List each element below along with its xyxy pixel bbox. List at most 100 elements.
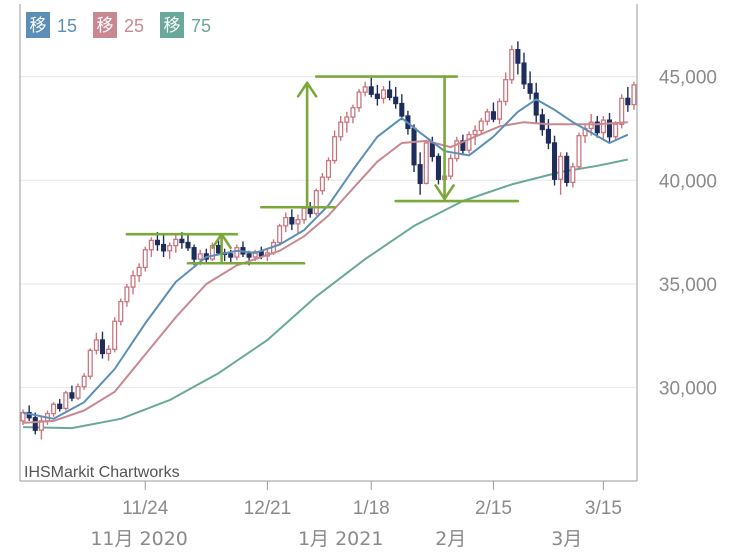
candle-body-down: [564, 155, 570, 184]
candle-body-down: [521, 62, 527, 85]
chart-credit: IHSMarkit Chartworks: [24, 464, 180, 481]
x-tick-label: 1/18: [353, 498, 390, 519]
candle: [203, 248, 209, 263]
candle-body-up: [478, 120, 484, 132]
candle-body-up: [148, 239, 154, 251]
legend-swatch: [160, 12, 184, 38]
candle-layer: [20, 41, 637, 440]
candle-body-down: [154, 239, 160, 246]
candle-body-up: [283, 216, 289, 227]
candle-body-down: [228, 253, 234, 258]
legend-item-ma75[interactable]: 移 75: [160, 12, 211, 38]
candle-body-up: [509, 48, 515, 81]
candle-body-down: [69, 392, 75, 399]
legend-period: 75: [191, 16, 211, 36]
candle-body-up: [173, 238, 179, 247]
ma15-line: [22, 98, 629, 420]
candle-body-up: [350, 107, 356, 118]
candle: [460, 134, 466, 156]
candle: [191, 244, 197, 266]
candle-body-down: [161, 243, 167, 252]
candle: [484, 108, 490, 126]
annotation-arrow-head: [434, 184, 455, 201]
candle-body-up: [63, 392, 69, 410]
candle: [106, 345, 112, 361]
candle-body-down: [594, 121, 600, 134]
x-tick-label: 3/15: [585, 498, 622, 519]
legend[interactable]: 移 15 移 25 移 75: [26, 12, 211, 38]
annotation-arrow-head: [211, 232, 232, 250]
y-tick-label: 45,000: [659, 68, 717, 89]
candle-body-up: [380, 89, 387, 100]
candle: [240, 241, 246, 258]
candle: [497, 98, 503, 125]
candle-body-up: [448, 157, 454, 177]
candle: [81, 373, 87, 390]
annotation-arrow: [296, 81, 318, 207]
candle: [362, 81, 368, 97]
candle: [539, 108, 545, 136]
candle: [350, 104, 356, 124]
candle: [582, 124, 588, 143]
candle-body-down: [545, 128, 551, 144]
candle: [551, 135, 558, 186]
candle: [167, 242, 173, 260]
candle: [295, 214, 301, 235]
candle: [289, 209, 295, 231]
candle-body-up: [20, 411, 26, 422]
ma25-line: [23, 121, 628, 424]
candle-body-down: [429, 142, 435, 158]
candle: [283, 212, 289, 233]
axis-layer: 30,000 35,000 40,000 45,000 11/24 12/21 1/18 2/…: [19, 4, 717, 550]
candle: [63, 390, 69, 411]
candle: [527, 71, 533, 100]
candle: [435, 153, 442, 185]
candle: [161, 234, 167, 258]
candle-body-up: [619, 97, 625, 125]
legend-item-ma25[interactable]: 移 25: [93, 12, 144, 38]
candle-body-up: [295, 219, 301, 225]
candle: [387, 80, 393, 101]
candle-body-down: [185, 241, 191, 249]
candle: [112, 317, 118, 353]
candle-body-up: [497, 100, 503, 120]
candle: [625, 86, 631, 112]
candle: [277, 223, 283, 246]
candle-body-down: [533, 92, 539, 116]
candle-body-up: [570, 166, 576, 184]
legend-label: 移: [30, 16, 47, 36]
candle-body-up: [588, 121, 594, 130]
annotation-arrow: [434, 75, 455, 201]
candle: [344, 111, 350, 133]
candle: [576, 132, 582, 170]
candle: [368, 77, 374, 98]
candle-body-up: [81, 375, 87, 388]
candle: [454, 136, 460, 162]
candle: [521, 52, 527, 90]
candle: [490, 102, 496, 123]
candle: [356, 89, 362, 112]
candle: [606, 112, 613, 143]
x-tick-label: 2/15: [475, 498, 512, 519]
candle-body-down: [399, 102, 405, 117]
legend-item-ma15[interactable]: 移 15: [26, 12, 77, 38]
candle: [87, 348, 93, 380]
candle-body-down: [307, 207, 313, 215]
candle-body-up: [466, 134, 472, 151]
candle: [448, 154, 454, 180]
candle-body-up: [130, 275, 136, 288]
x-month-label: 11月 2020: [90, 528, 188, 550]
candle-body-up: [472, 129, 478, 136]
legend-swatch: [93, 12, 117, 38]
candle: [313, 188, 319, 216]
candle: [380, 85, 387, 104]
candle: [417, 152, 423, 195]
candle: [374, 84, 380, 106]
candle-body-down: [368, 86, 374, 95]
candle-body-up: [319, 176, 325, 192]
candle-body-up: [558, 155, 564, 180]
candle: [38, 416, 44, 440]
candle-body-up: [277, 225, 283, 244]
candle: [515, 41, 521, 75]
